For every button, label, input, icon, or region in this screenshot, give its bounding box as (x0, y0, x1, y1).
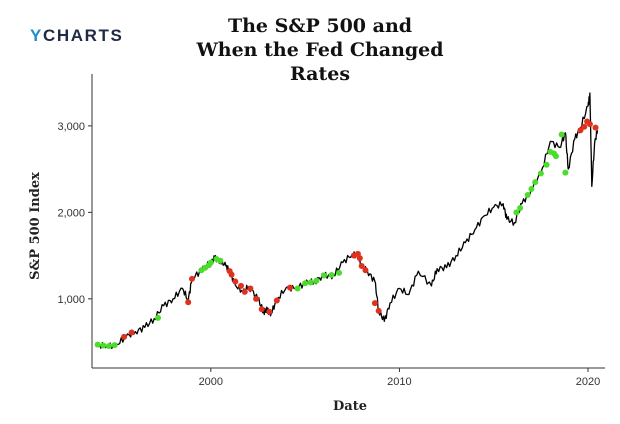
rate-hike-marker (273, 297, 280, 304)
rate-hike-marker (241, 288, 248, 295)
rate-cut-marker (513, 209, 520, 216)
x-tick-label: 2000 (199, 376, 223, 388)
rate-hike-marker (358, 262, 365, 269)
x-tick-label: 2020 (576, 376, 600, 388)
y-tick-label: 2,000 (57, 207, 85, 219)
rate-hike-marker (185, 299, 192, 306)
rate-cut-marker (320, 272, 327, 279)
rate-cut-marker (294, 285, 301, 292)
rate-hike-marker (188, 275, 195, 282)
rate-hike-marker (371, 300, 378, 307)
rate-hike-marker (247, 285, 254, 292)
chart-subtitle: When the Fed Changed Rates (196, 39, 444, 85)
y-axis-title: S&P 500 Index (28, 172, 43, 280)
rate-cut-marker (111, 342, 118, 349)
rate-hike-marker (592, 124, 599, 131)
rate-hike-marker (121, 333, 128, 340)
axes: 1,000 2,000 3,000 2000 2010 2020 (57, 74, 605, 388)
rate-cut-marker (307, 279, 314, 286)
rate-hike-marker (375, 307, 382, 314)
rate-hike-marker (362, 267, 369, 274)
rate-hike-marker (287, 284, 294, 291)
rate-cut-marker (543, 161, 550, 168)
chart-title: The S&P 500 and (227, 15, 413, 37)
rate-cut-marker (155, 314, 162, 321)
rate-hike-marker (253, 295, 260, 302)
rate-hike-marker (228, 271, 235, 278)
rate-hike-marker (232, 278, 239, 285)
logo-y: Y (30, 26, 43, 45)
rate-cut-marker (217, 257, 224, 264)
chart-title-block: The S&P 500 and When the Fed Changed Rat… (170, 14, 470, 86)
rate-cut-marker (524, 192, 531, 199)
rate-cut-marker (207, 259, 214, 266)
markers-group (94, 118, 599, 349)
rate-hike-marker (581, 123, 588, 130)
rate-cut-marker (528, 186, 535, 193)
y-tick-label: 3,000 (57, 121, 85, 133)
rate-cut-marker (313, 277, 320, 284)
rate-cut-marker (552, 153, 559, 160)
rate-cut-marker (105, 342, 112, 349)
rate-hike-marker (356, 255, 363, 262)
logo-text: CHARTS (42, 26, 124, 45)
rate-cut-marker (537, 170, 544, 177)
rate-cut-marker (100, 342, 107, 349)
rate-cut-marker (94, 341, 101, 348)
rate-cut-marker (532, 179, 539, 186)
rate-hike-marker (258, 306, 265, 313)
rate-hike-marker (266, 308, 273, 315)
sp500-line (97, 92, 599, 350)
price-line-group (97, 92, 599, 350)
y-tick-label: 1,000 (57, 294, 85, 306)
rate-cut-marker (302, 280, 309, 287)
ycharts-logo: YCHARTS (30, 26, 123, 46)
rate-cut-marker (558, 131, 565, 138)
rate-hike-marker (586, 121, 593, 128)
rate-hike-marker (237, 282, 244, 289)
x-axis-title: Date (333, 399, 367, 414)
rate-cut-marker (336, 269, 343, 276)
rate-hike-marker (128, 329, 135, 336)
x-tick-label: 2010 (387, 376, 411, 388)
rate-cut-marker (517, 205, 524, 212)
rate-cut-marker (328, 272, 335, 279)
rate-cut-marker (562, 169, 569, 176)
